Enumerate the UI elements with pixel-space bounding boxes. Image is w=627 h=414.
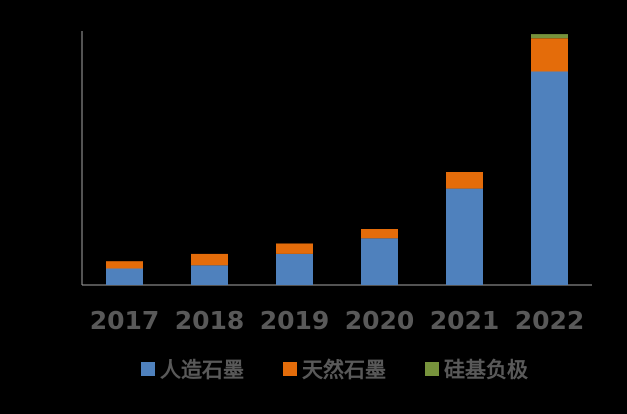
bar-2022-series-1 <box>531 38 568 72</box>
x-tick-labels: 2017 2018 2019 2020 2021 2022 <box>90 306 585 335</box>
bar-2022-series-2 <box>531 34 568 39</box>
bar-2017-series-0 <box>106 268 143 285</box>
legend-label-0: 人造石墨 <box>160 358 244 382</box>
legend-label-2: 硅基负极 <box>444 358 529 382</box>
legend-swatch-1 <box>283 362 297 376</box>
x-tick-label: 2017 <box>90 306 160 335</box>
bar-2021-series-1 <box>446 172 483 189</box>
bar-2021-series-0 <box>446 188 483 285</box>
bar-2017-series-1 <box>106 261 143 269</box>
x-tick-label: 2018 <box>175 306 245 335</box>
bar-2019-series-1 <box>276 243 313 254</box>
bar-2020-series-0 <box>361 238 398 285</box>
bar-2019-series-0 <box>276 253 313 285</box>
legend-swatch-0 <box>141 362 155 376</box>
x-tick-label: 2019 <box>260 306 330 335</box>
legend: 人造石墨 天然石墨 硅基负极 <box>141 358 529 382</box>
x-tick-label: 2021 <box>430 306 500 335</box>
legend-swatch-2 <box>425 362 439 376</box>
x-tick-label: 2020 <box>345 306 415 335</box>
bar-2022-series-0 <box>531 71 568 286</box>
bar-2018-series-1 <box>191 253 228 266</box>
bars-group <box>106 34 568 286</box>
legend-label-1: 天然石墨 <box>302 358 386 382</box>
bar-2018-series-0 <box>191 265 228 285</box>
x-tick-label: 2022 <box>515 306 585 335</box>
bar-2020-series-1 <box>361 229 398 239</box>
